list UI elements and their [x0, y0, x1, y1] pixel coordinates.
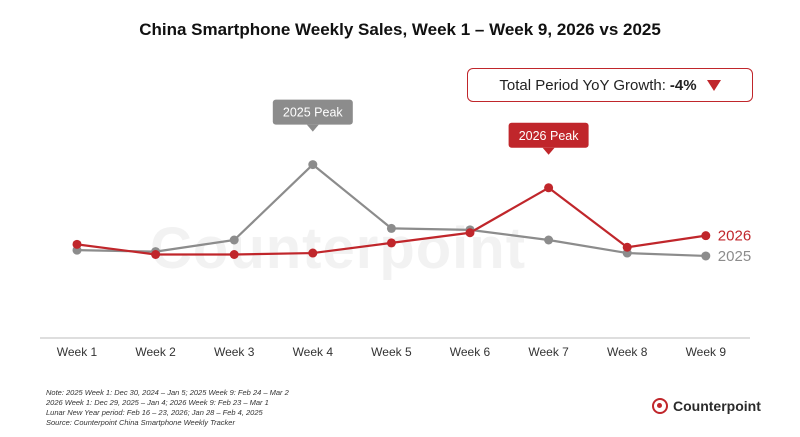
yoy-value: -4%	[669, 76, 697, 94]
data-point-2026	[72, 239, 82, 249]
x-tick-label: Week 5	[371, 345, 412, 359]
chart-title: China Smartphone Weekly Sales, Week 1 – …	[139, 20, 661, 39]
data-point-2026	[386, 238, 396, 248]
data-point-2026	[465, 228, 475, 238]
brand-logo: Counterpoint	[652, 398, 761, 414]
peak-callout-pointer	[306, 124, 319, 132]
x-tick-label: Week 3	[214, 345, 255, 359]
data-point-2026	[229, 250, 239, 259]
brand-name: Counterpoint	[673, 398, 761, 414]
down-triangle-icon	[706, 79, 721, 91]
note-line-4: Source: Counterpoint China Smartphone We…	[46, 418, 235, 427]
data-point-2026	[701, 231, 711, 241]
x-tick-label: Week 1	[57, 345, 98, 359]
data-point-2026	[151, 250, 161, 259]
x-tick-label: Week 4	[293, 345, 334, 359]
x-tick-label: Week 9	[686, 345, 727, 359]
peak-callout-box	[508, 122, 589, 148]
x-tick-label: Week 8	[607, 345, 648, 359]
x-tick-label: Week 2	[135, 345, 176, 359]
data-point-2025	[701, 251, 711, 261]
note-line-3: Lunar New Year period: Feb 16 – 23, 2026…	[46, 408, 263, 417]
data-point-2025	[386, 223, 396, 233]
peak-callout-label: 2026 Peak	[519, 129, 580, 143]
peak-callout-pointer	[542, 147, 555, 155]
data-point-2026	[308, 248, 318, 258]
counterpoint-logo-icon	[652, 398, 668, 414]
yoy-label: Total Period YoY Growth:	[499, 76, 666, 94]
series-label-2025: 2025	[718, 248, 751, 265]
watermark: Counterpoint	[150, 216, 527, 281]
data-point-2025	[308, 160, 318, 170]
data-point-2026	[622, 242, 632, 252]
data-point-2025	[229, 235, 239, 245]
data-point-2026	[544, 183, 554, 193]
x-tick-label: Week 7	[528, 345, 569, 359]
peak-callout-box	[272, 99, 353, 125]
note-line-1: Note: 2025 Week 1: Dec 30, 2024 – Jan 5;…	[46, 388, 289, 397]
note-line-2: 2026 Week 1: Dec 29, 2025 – Jan 4; 2026 …	[46, 398, 269, 407]
yoy-growth-box: Total Period YoY Growth: -4%	[467, 68, 753, 102]
notes: Note: 2025 Week 1: Dec 30, 2024 – Jan 5;…	[46, 388, 289, 428]
x-tick-label: Week 6	[450, 345, 491, 359]
series-label-2026: 2026	[718, 228, 751, 245]
peak-callout-label: 2025 Peak	[283, 106, 344, 120]
data-point-2025	[544, 235, 554, 245]
